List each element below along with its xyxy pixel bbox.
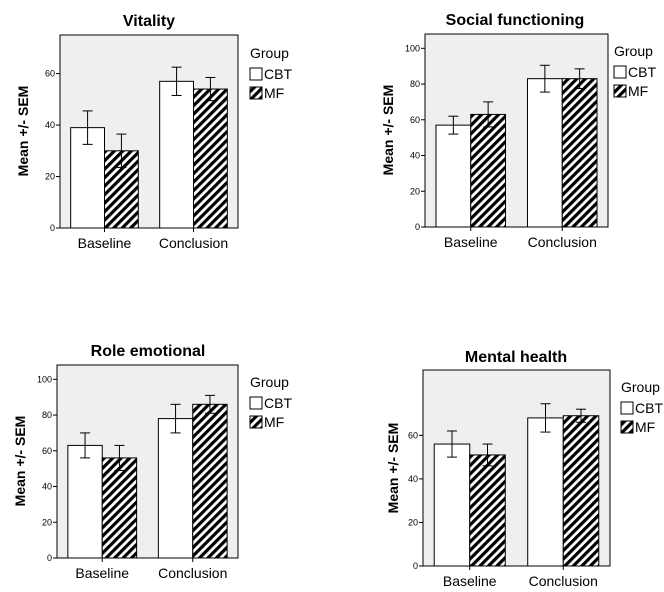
legend-label-cbt: CBT [264, 395, 292, 411]
y-tick-label: 60 [408, 430, 418, 440]
y-axis-label: Mean +/- SEM [380, 85, 396, 176]
y-tick-label: 60 [45, 69, 55, 79]
chart-title: Role emotional [91, 343, 206, 360]
legend: Group CBT MF [613, 43, 656, 99]
error-bar-mf-conclusion [204, 394, 215, 414]
error-bar-mf-conclusion [205, 76, 216, 102]
legend-swatch-mf [620, 420, 634, 434]
bar-mf-baseline [470, 113, 507, 228]
y-tick-label: 20 [410, 186, 420, 196]
bar-cbt-conclusion [157, 418, 194, 559]
y-tick-label: 80 [42, 410, 52, 420]
y-tick-label: 0 [413, 561, 418, 571]
legend: Group CBT MF [620, 379, 663, 435]
x-tick-label: Baseline [78, 235, 132, 251]
chart-title: Social functioning [446, 12, 585, 29]
error-bar-cbt-conclusion [539, 64, 550, 93]
legend-title: Group [250, 374, 289, 390]
legend-label-mf: MF [264, 85, 284, 101]
y-tick-label: 20 [45, 172, 55, 182]
error-bar-cbt-conclusion [171, 66, 182, 96]
bar-mf-conclusion [562, 415, 600, 567]
y-tick-label: 100 [37, 374, 52, 384]
bar-cbt-conclusion [527, 417, 564, 567]
legend-swatch-cbt [620, 401, 634, 415]
legend: Group CBT MF [249, 45, 292, 101]
y-tick-label: 0 [50, 223, 55, 233]
error-bar-mf-baseline [482, 443, 493, 467]
y-tick-label: 80 [410, 79, 420, 89]
chart-panel-3: Role emotional Mean +/- SEM 0 20 40 60 80 100 Ba… [12, 343, 292, 581]
y-axis-label: Mean +/- SEM [385, 423, 401, 514]
bar-mf-conclusion [193, 88, 228, 229]
error-bar-mf-baseline [483, 101, 494, 128]
legend-swatch-mf [249, 415, 263, 429]
error-bar-mf-conclusion [574, 68, 585, 90]
chart-panel-4: Mental health Mean +/- SEM 0 20 40 60 Baseline… [385, 349, 663, 589]
legend-title: Group [621, 379, 660, 395]
y-tick-label: 100 [405, 43, 420, 53]
error-bar-mf-baseline [114, 444, 125, 471]
x-tick-label: Conclusion [159, 235, 228, 251]
y-tick-label: 40 [410, 151, 420, 161]
chart-panel-2: Social functioning Mean +/- SEM 0 20 40 60 80 1… [380, 12, 656, 250]
y-tick-label: 0 [47, 553, 52, 563]
y-axis-label: Mean +/- SEM [15, 86, 31, 177]
y-axis-label: Mean +/- SEM [12, 416, 28, 507]
y-tick-label: 60 [42, 446, 52, 456]
error-bar-cbt-baseline [82, 110, 93, 145]
bar-cbt-baseline [433, 443, 471, 567]
legend-swatch-cbt [249, 396, 263, 410]
bar-cbt-conclusion [526, 78, 563, 228]
y-tick-label: 20 [408, 517, 418, 527]
chart-title: Vitality [123, 13, 175, 30]
error-bar-cbt-baseline [446, 430, 457, 458]
chart-title: Mental health [465, 349, 567, 366]
legend-label-cbt: CBT [264, 66, 292, 82]
error-bar-cbt-baseline [80, 432, 91, 459]
y-tick-label: 40 [45, 120, 55, 130]
legend-swatch-cbt [249, 67, 263, 81]
legend-label-mf: MF [628, 83, 648, 99]
legend-label-mf: MF [264, 414, 284, 430]
bar-cbt-baseline [435, 124, 472, 228]
error-bar-cbt-conclusion [540, 403, 551, 433]
x-tick-label: Baseline [443, 573, 497, 589]
error-bar-mf-conclusion [576, 408, 587, 423]
legend-swatch-mf [613, 84, 627, 98]
chart-panel-1: Vitality Mean +/- SEM 0 20 40 60 Baseline Concl… [15, 13, 292, 251]
y-tick-label: 60 [410, 115, 420, 125]
x-tick-label: Conclusion [528, 234, 597, 250]
legend: Group CBT MF [249, 374, 292, 430]
x-tick-label: Baseline [75, 565, 129, 581]
bar-cbt-conclusion [159, 80, 194, 229]
y-tick-label: 40 [42, 482, 52, 492]
bar-cbt-baseline [67, 444, 103, 559]
legend-label-cbt: CBT [635, 400, 663, 416]
bar-mf-baseline [469, 454, 506, 567]
y-tick-label: 0 [415, 222, 420, 232]
x-tick-label: Conclusion [158, 565, 227, 581]
legend-label-mf: MF [635, 419, 655, 435]
legend-title: Group [250, 45, 289, 61]
bar-mf-conclusion [192, 403, 228, 559]
legend-swatch-cbt [613, 65, 627, 79]
legend-title: Group [614, 43, 653, 59]
legend-label-cbt: CBT [628, 64, 656, 80]
y-tick-label: 40 [408, 474, 418, 484]
x-tick-label: Conclusion [529, 573, 598, 589]
bar-mf-baseline [101, 457, 138, 559]
y-tick-label: 20 [42, 517, 52, 527]
error-bar-cbt-baseline [448, 115, 459, 135]
legend-swatch-mf [249, 86, 263, 100]
bar-mf-conclusion [561, 78, 598, 228]
x-tick-label: Baseline [444, 234, 498, 250]
error-bar-cbt-conclusion [170, 403, 181, 434]
error-bar-mf-baseline [116, 133, 127, 169]
